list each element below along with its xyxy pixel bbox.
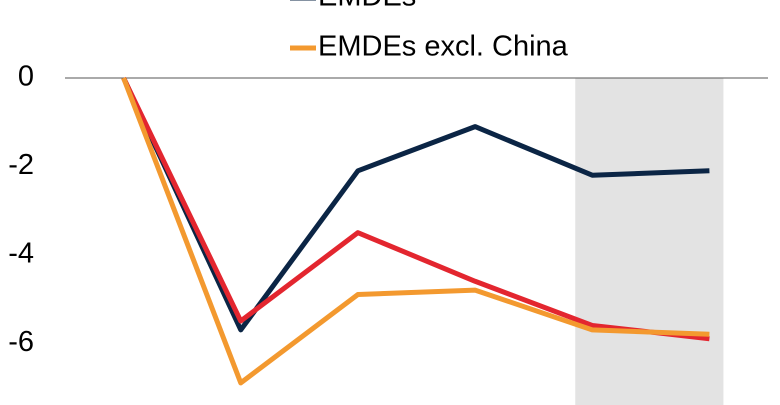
legend-label: EMDEs bbox=[318, 0, 416, 13]
y-tick-label: -6 bbox=[8, 326, 34, 358]
series-line bbox=[121, 76, 710, 333]
series-line bbox=[121, 76, 710, 342]
y-tick-label: 0 bbox=[18, 61, 34, 93]
forecast-shade bbox=[575, 78, 724, 405]
legend-label: EMDEs excl. China bbox=[318, 31, 569, 63]
y-tick-label: -2 bbox=[8, 149, 34, 181]
y-tick-label: -4 bbox=[8, 237, 34, 269]
series-line bbox=[121, 77, 710, 386]
